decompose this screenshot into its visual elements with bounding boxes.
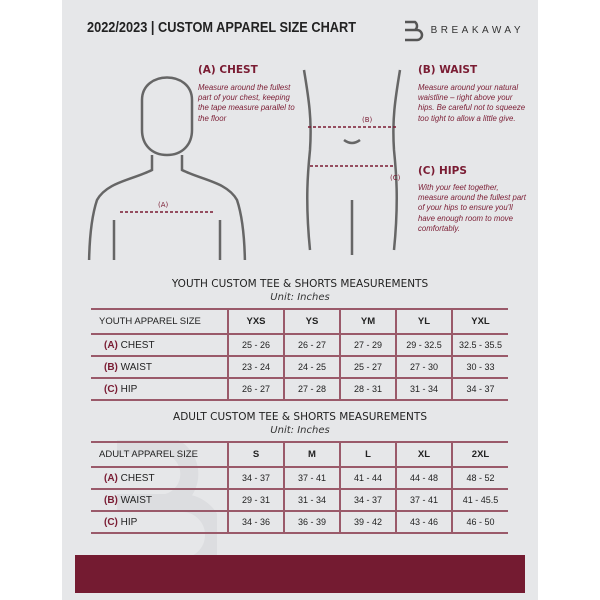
hips-description: With your feet together, measure around …	[418, 183, 526, 233]
table-cell: 27 - 29	[339, 333, 396, 357]
table-cell: 46 - 50	[451, 510, 508, 534]
hips-marker: (C)	[390, 174, 401, 182]
table-cell: 34 - 36	[227, 510, 284, 534]
measurement-code: (A)	[104, 472, 118, 484]
size-column-header: YL	[395, 308, 452, 335]
brand-name: BREAKAWAY	[430, 24, 524, 36]
waist-marker: (B)	[362, 116, 373, 124]
measurement-label: (B) WAIST	[91, 488, 228, 512]
size-header: YOUTH APPAREL SIZE	[91, 308, 228, 335]
measurement-code: (B)	[104, 361, 118, 373]
adult-table-title: ADULT CUSTOM TEE & SHORTS MEASUREMENTS	[173, 411, 427, 423]
table-cell: 41 - 44	[339, 466, 396, 490]
brand-b-icon	[404, 20, 423, 42]
size-header: ADULT APPAREL SIZE	[91, 441, 228, 468]
table-cell: 48 - 52	[451, 466, 508, 490]
size-column-header: YXS	[227, 308, 284, 335]
measurement-label: (B) WAIST	[91, 355, 228, 379]
table-cell: 23 - 24	[227, 355, 284, 379]
size-column-header: L	[339, 441, 396, 468]
measurement-label: (C) HIP	[91, 377, 228, 401]
table-cell: 31 - 34	[395, 377, 452, 401]
table-header-row: ADULT APPAREL SIZE S M L XL 2XL	[91, 441, 508, 468]
table-cell: 34 - 37	[227, 466, 284, 490]
table-cell: 41 - 45.5	[451, 488, 508, 512]
table-cell: 24 - 25	[283, 355, 340, 379]
waist-label: (B) WAIST	[418, 64, 478, 76]
hips-label: (C) HIPS	[418, 165, 467, 177]
size-column-header: XL	[395, 441, 452, 468]
measurement-name: HIP	[120, 383, 138, 395]
table-row: (B) WAIST 29 - 31 31 - 34 34 - 37 37 - 41 41 …	[91, 488, 508, 512]
table-row: (A) CHEST 25 - 26 26 - 27 27 - 29 29 - 32.5 3…	[91, 333, 508, 357]
table-cell: 43 - 46	[395, 510, 452, 534]
measurement-code: (A)	[104, 339, 118, 351]
table-cell: 34 - 37	[339, 488, 396, 512]
table-header-row: YOUTH APPAREL SIZE YXS YS YM YL YXL	[91, 308, 508, 335]
table-cell: 26 - 27	[283, 333, 340, 357]
table-row: (C) HIP 26 - 27 27 - 28 28 - 31 31 - 34 34 - …	[91, 377, 508, 401]
table-cell: 27 - 30	[395, 355, 452, 379]
measurement-label: (C) HIP	[91, 510, 228, 534]
size-column-header: M	[283, 441, 340, 468]
page-title: 2022/2023 | CUSTOM APPAREL SIZE CHART	[87, 20, 357, 36]
chest-marker: (A)	[158, 201, 169, 209]
size-column-header: YS	[283, 308, 340, 335]
table-cell: 30 - 33	[451, 355, 508, 379]
size-column-header: YM	[339, 308, 396, 335]
upper-body-illustration: (A)	[87, 76, 247, 260]
footer-bar	[75, 555, 525, 593]
size-column-header: YXL	[451, 308, 508, 335]
table-row: (C) HIP 34 - 36 36 - 39 39 - 42 43 - 46 46 - …	[91, 510, 508, 534]
table-row: (B) WAIST 23 - 24 24 - 25 25 - 27 27 - 30 30 …	[91, 355, 508, 379]
size-column-header: S	[227, 441, 284, 468]
table-cell: 39 - 42	[339, 510, 396, 534]
adult-unit: Unit: Inches	[270, 425, 330, 436]
table-cell: 34 - 37	[451, 377, 508, 401]
table-cell: 32.5 - 35.5	[451, 333, 508, 357]
table-cell: 29 - 32.5	[395, 333, 452, 357]
size-column-header: 2XL	[451, 441, 508, 468]
lower-body-illustration: (B) (C)	[302, 69, 402, 255]
youth-table-title: YOUTH CUSTOM TEE & SHORTS MEASUREMENTS	[171, 278, 429, 290]
measurement-name: CHEST	[120, 339, 155, 351]
table-cell: 26 - 27	[227, 377, 284, 401]
youth-unit: Unit: Inches	[270, 292, 330, 303]
chest-label: (A) CHEST	[198, 64, 258, 76]
measurement-name: WAIST	[120, 494, 152, 506]
measurement-label: (A) CHEST	[91, 333, 228, 357]
table-cell: 29 - 31	[227, 488, 284, 512]
table-row: (A) CHEST 34 - 37 37 - 41 41 - 44 44 - 48 48 …	[91, 466, 508, 490]
adult-size-table: ADULT APPAREL SIZE S M L XL 2XL (A) CHEST 34 - …	[91, 441, 508, 534]
waist-description: Measure around your natural waistline – …	[418, 83, 526, 123]
measurement-code: (C)	[104, 383, 118, 395]
chest-description: Measure around the fullest part of your …	[198, 83, 295, 123]
measurement-name: WAIST	[120, 361, 152, 373]
measurement-code: (B)	[104, 494, 118, 506]
table-cell: 44 - 48	[395, 466, 452, 490]
table-cell: 25 - 27	[339, 355, 396, 379]
table-cell: 37 - 41	[283, 466, 340, 490]
brand-logo: BREAKAWAY	[403, 18, 524, 42]
table-cell: 28 - 31	[339, 377, 396, 401]
table-cell: 37 - 41	[395, 488, 452, 512]
measurement-code: (C)	[104, 516, 118, 528]
size-chart-page: 2022/2023 | CUSTOM APPAREL SIZE CHART BR…	[62, 0, 538, 600]
table-cell: 31 - 34	[283, 488, 340, 512]
table-cell: 27 - 28	[283, 377, 340, 401]
table-cell: 25 - 26	[227, 333, 284, 357]
measurement-name: HIP	[120, 516, 138, 528]
measurement-name: CHEST	[120, 472, 155, 484]
table-cell: 36 - 39	[283, 510, 340, 534]
measurement-label: (A) CHEST	[91, 466, 228, 490]
youth-size-table: YOUTH APPAREL SIZE YXS YS YM YL YXL (A) CHEST 2…	[91, 308, 508, 401]
